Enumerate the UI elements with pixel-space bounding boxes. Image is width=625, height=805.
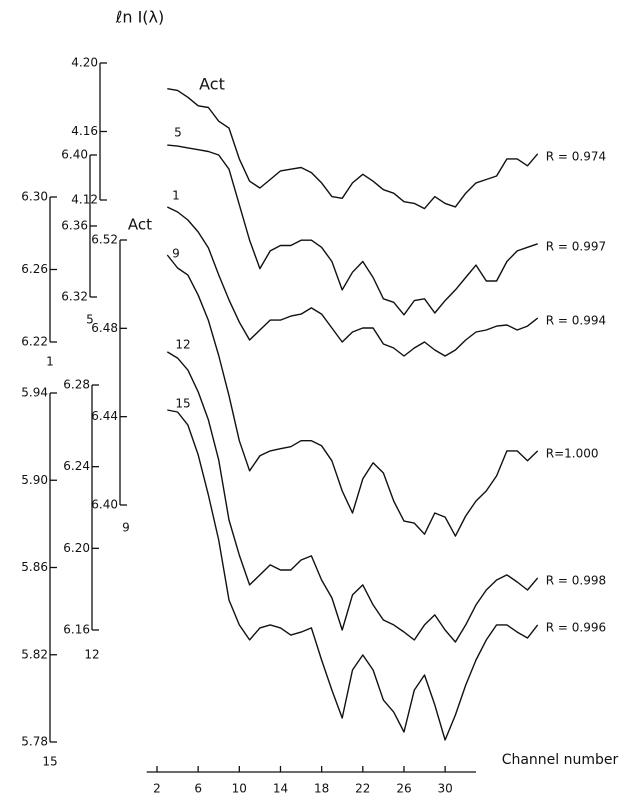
y-tick-label: 6.20 xyxy=(63,541,90,555)
y-tick-label: 5.86 xyxy=(21,560,48,574)
y-tick-label: 6.16 xyxy=(63,623,90,637)
y-tick-label: 6.22 xyxy=(21,335,48,349)
series-line xyxy=(167,88,539,210)
y-tick-label: 5.94 xyxy=(21,386,48,400)
y-tick-label: 4.12 xyxy=(71,193,98,207)
fit-annotation: R = 0.998 xyxy=(546,573,606,587)
x-tick-label: 2 xyxy=(153,782,161,796)
y-tick-label: 4.16 xyxy=(71,124,98,138)
y-tick-label: 6.40 xyxy=(91,498,118,512)
y-tick-label: 6.26 xyxy=(21,262,48,276)
y-tick-label: 5.78 xyxy=(21,735,48,749)
x-tick-label: 26 xyxy=(396,782,411,796)
series-line xyxy=(166,351,539,643)
y-tick-label: 6.40 xyxy=(61,148,88,162)
series-line xyxy=(166,254,539,537)
x-tick-label: 18 xyxy=(314,782,329,796)
fit-annotation: R = 0.997 xyxy=(546,239,606,253)
axis-name: 1 xyxy=(46,355,54,369)
x-tick-label: 30 xyxy=(437,782,452,796)
y-axis-label: ℓn I(λ) xyxy=(115,8,165,27)
y-tick-label: 6.48 xyxy=(91,321,118,335)
axis-name: 9 xyxy=(122,521,130,535)
series-label: 15 xyxy=(175,397,190,411)
x-tick-label: 10 xyxy=(232,782,247,796)
fit-annotation: R = 0.974 xyxy=(546,149,606,163)
axis-name: Act xyxy=(128,216,152,234)
axis-name: 15 xyxy=(42,755,57,769)
series-label: 9 xyxy=(172,247,180,261)
y-tick-label: 6.28 xyxy=(63,378,90,392)
series-label: 12 xyxy=(175,338,190,352)
y-tick-label: 6.24 xyxy=(63,459,90,473)
series-line xyxy=(167,144,538,316)
x-tick-label: 22 xyxy=(355,782,370,796)
fit-annotation: R = 0.994 xyxy=(546,314,606,328)
series-label: 5 xyxy=(174,126,182,140)
fit-annotation: R=1.000 xyxy=(546,446,599,460)
series-line xyxy=(166,206,539,357)
axis-name: 12 xyxy=(84,648,99,662)
axis-name: 5 xyxy=(86,313,94,327)
y-tick-label: 5.90 xyxy=(21,473,48,487)
y-tick-label: 6.44 xyxy=(91,409,118,423)
y-tick-label: 6.36 xyxy=(61,219,88,233)
y-tick-label: 4.20 xyxy=(71,56,98,70)
x-tick-label: 6 xyxy=(194,782,202,796)
fit-annotation: R = 0.996 xyxy=(546,620,606,634)
y-tick-label: 6.30 xyxy=(21,190,48,204)
series-line xyxy=(167,409,539,741)
y-tick-label: 5.82 xyxy=(21,647,48,661)
x-tick-label: 14 xyxy=(273,782,288,796)
x-axis-label: Channel number xyxy=(502,752,619,768)
y-tick-label: 6.32 xyxy=(61,290,88,304)
series-label: Act xyxy=(199,75,225,94)
y-tick-label: 6.52 xyxy=(91,233,118,247)
series-label: 1 xyxy=(172,189,180,203)
